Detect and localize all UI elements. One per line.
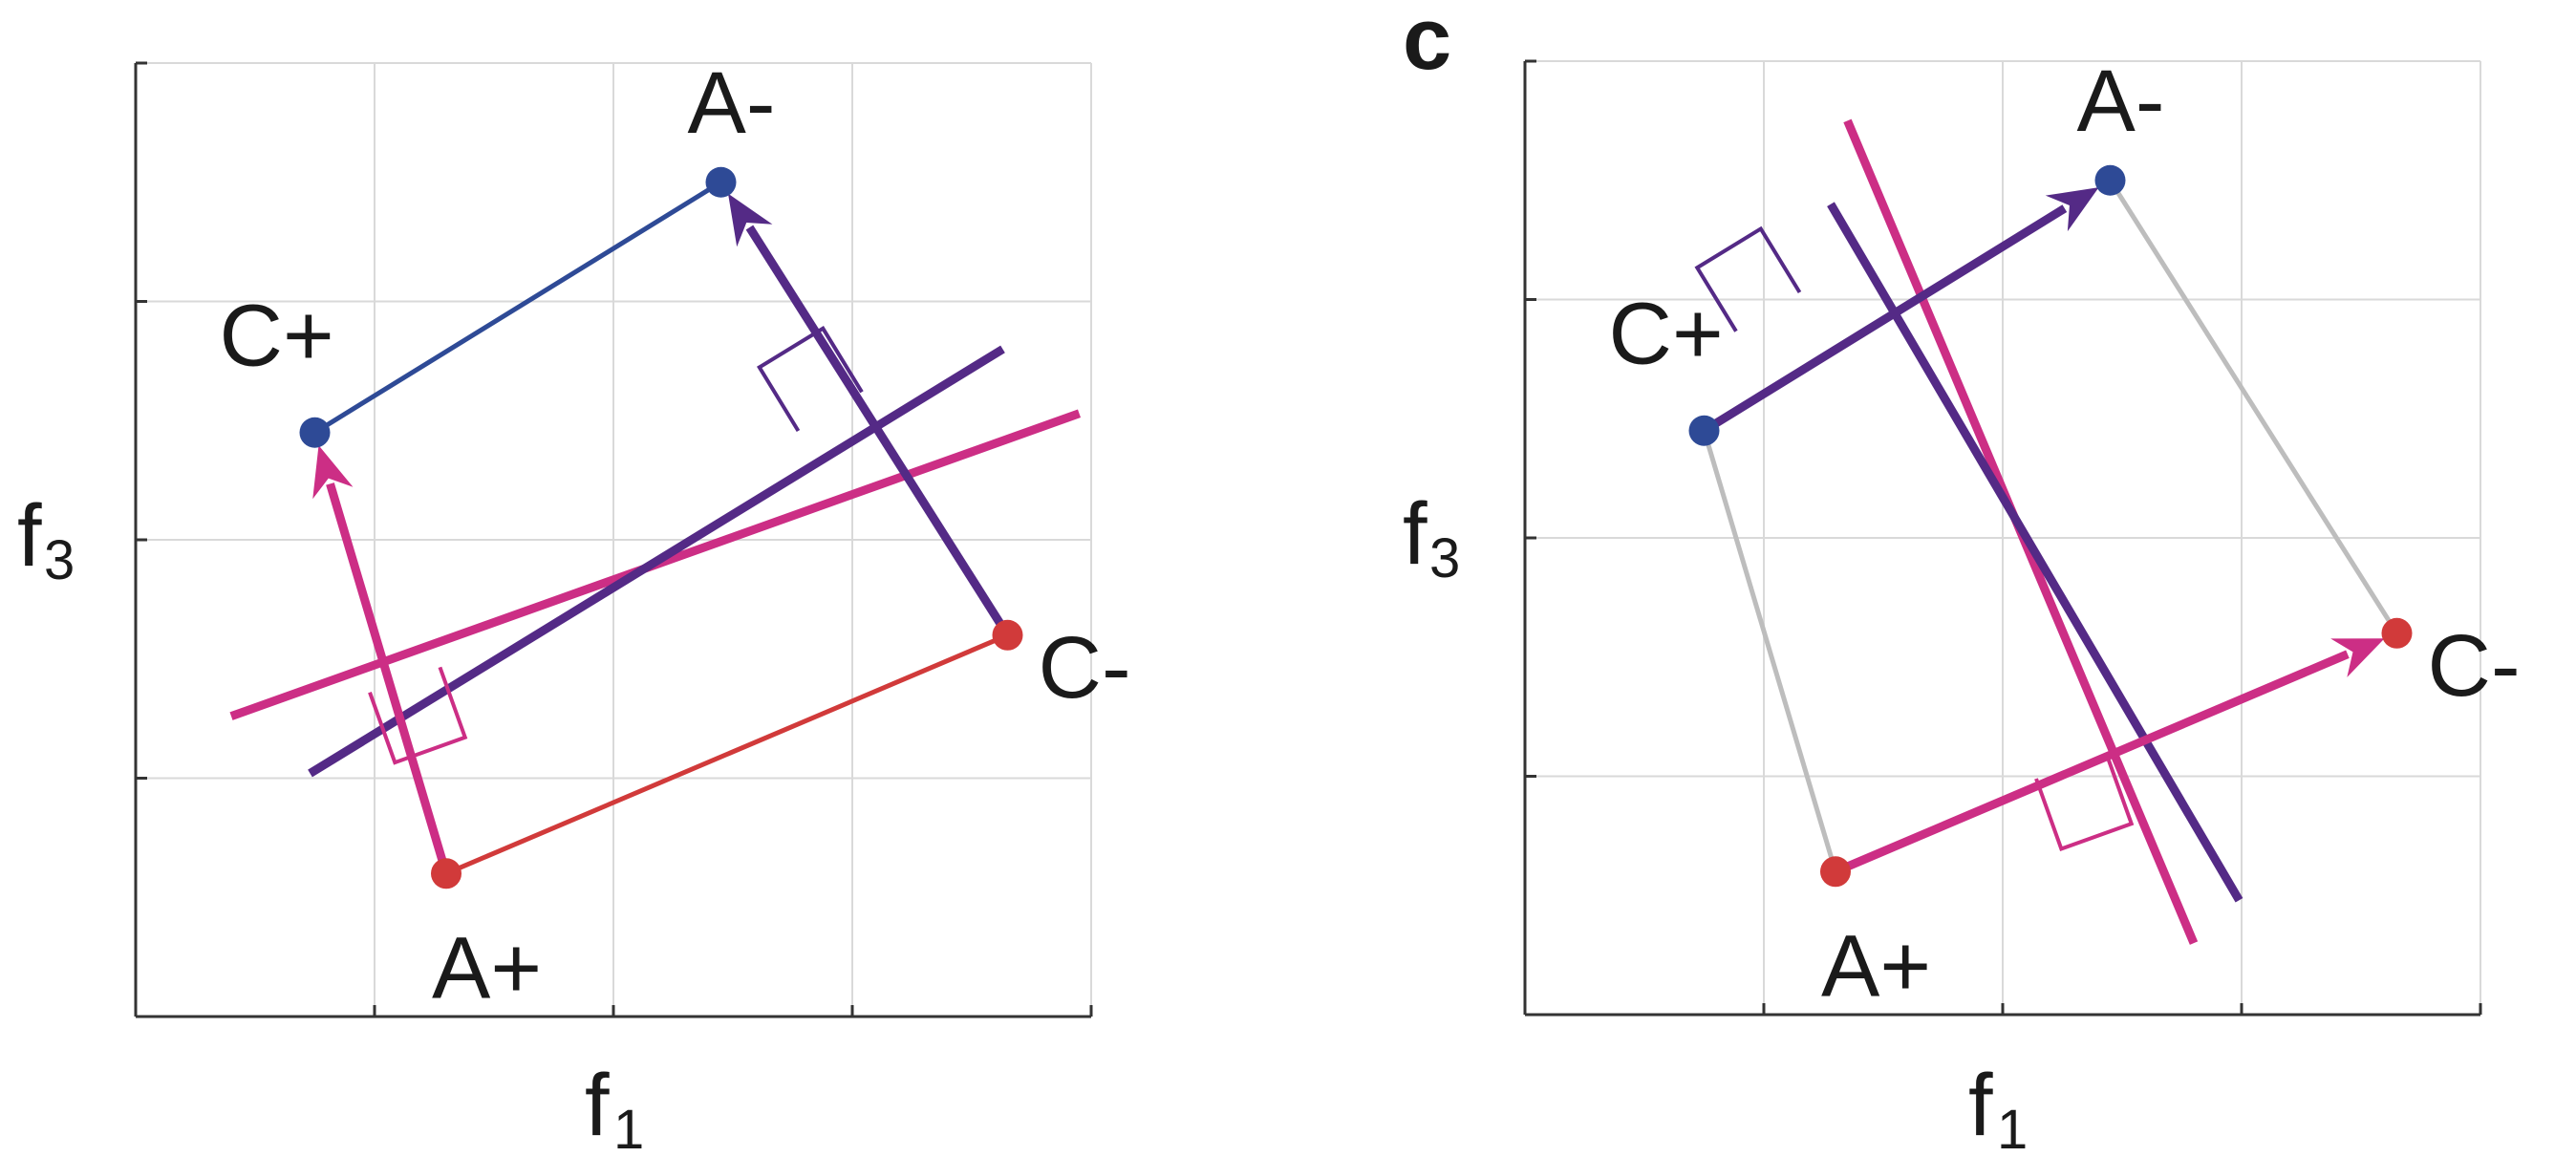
point-label: A-: [688, 54, 776, 152]
point-label: C+: [220, 288, 334, 385]
boundary-line: [308, 345, 1005, 778]
arrow-head: [2330, 638, 2385, 677]
arrow-shaft: [745, 225, 1012, 638]
data-point: [2381, 617, 2413, 649]
arrow-shaft: [1834, 650, 2350, 876]
point-label: C-: [1039, 619, 1131, 717]
y-axis-label-subscript: 3: [1429, 527, 1460, 589]
connector-line: [313, 180, 722, 435]
point-label: C+: [1609, 286, 1724, 383]
right-angle-marker: [757, 326, 864, 433]
arrow-head: [727, 193, 773, 247]
x-axis-label: f: [1968, 1057, 1993, 1152]
connector-line: [445, 632, 1009, 876]
connector-line: [1702, 430, 1838, 873]
x-axis-label-subscript: 1: [613, 1099, 644, 1152]
arrow-shaft: [1702, 204, 2068, 435]
point-label: C-: [2428, 617, 2521, 715]
right-angle-marker: [2034, 753, 2135, 851]
x-axis-label-subscript: 1: [1997, 1099, 2028, 1152]
connector-line: [2108, 179, 2399, 635]
boundary-line: [1827, 202, 2243, 903]
arrow-head: [312, 445, 354, 500]
x-axis-label: f: [585, 1057, 610, 1152]
panel-letter: c: [1403, 0, 1451, 88]
panel-left: A-C+C-A+f 1f 3: [17, 54, 1131, 1157]
data-point: [2094, 164, 2126, 196]
point-label: A+: [1821, 917, 1931, 1015]
data-point: [1688, 415, 1720, 446]
panel-right: A-C+C-A+f 1f 3c: [1403, 0, 2521, 1157]
data-point: [431, 858, 462, 889]
data-point: [1820, 856, 1851, 888]
y-axis-label-subscript: 3: [44, 529, 75, 591]
arrow-shaft: [326, 482, 451, 875]
data-point: [705, 166, 737, 198]
arrow-head: [2045, 187, 2099, 232]
point-label: A+: [432, 919, 542, 1017]
data-point: [992, 619, 1023, 651]
data-point: [299, 417, 331, 448]
right-angle-marker: [1694, 225, 1802, 332]
y-axis-label: f: [17, 487, 42, 585]
right-angle-marker: [368, 666, 468, 765]
y-axis-label: f: [1403, 485, 1428, 583]
point-label: A-: [2077, 53, 2165, 150]
